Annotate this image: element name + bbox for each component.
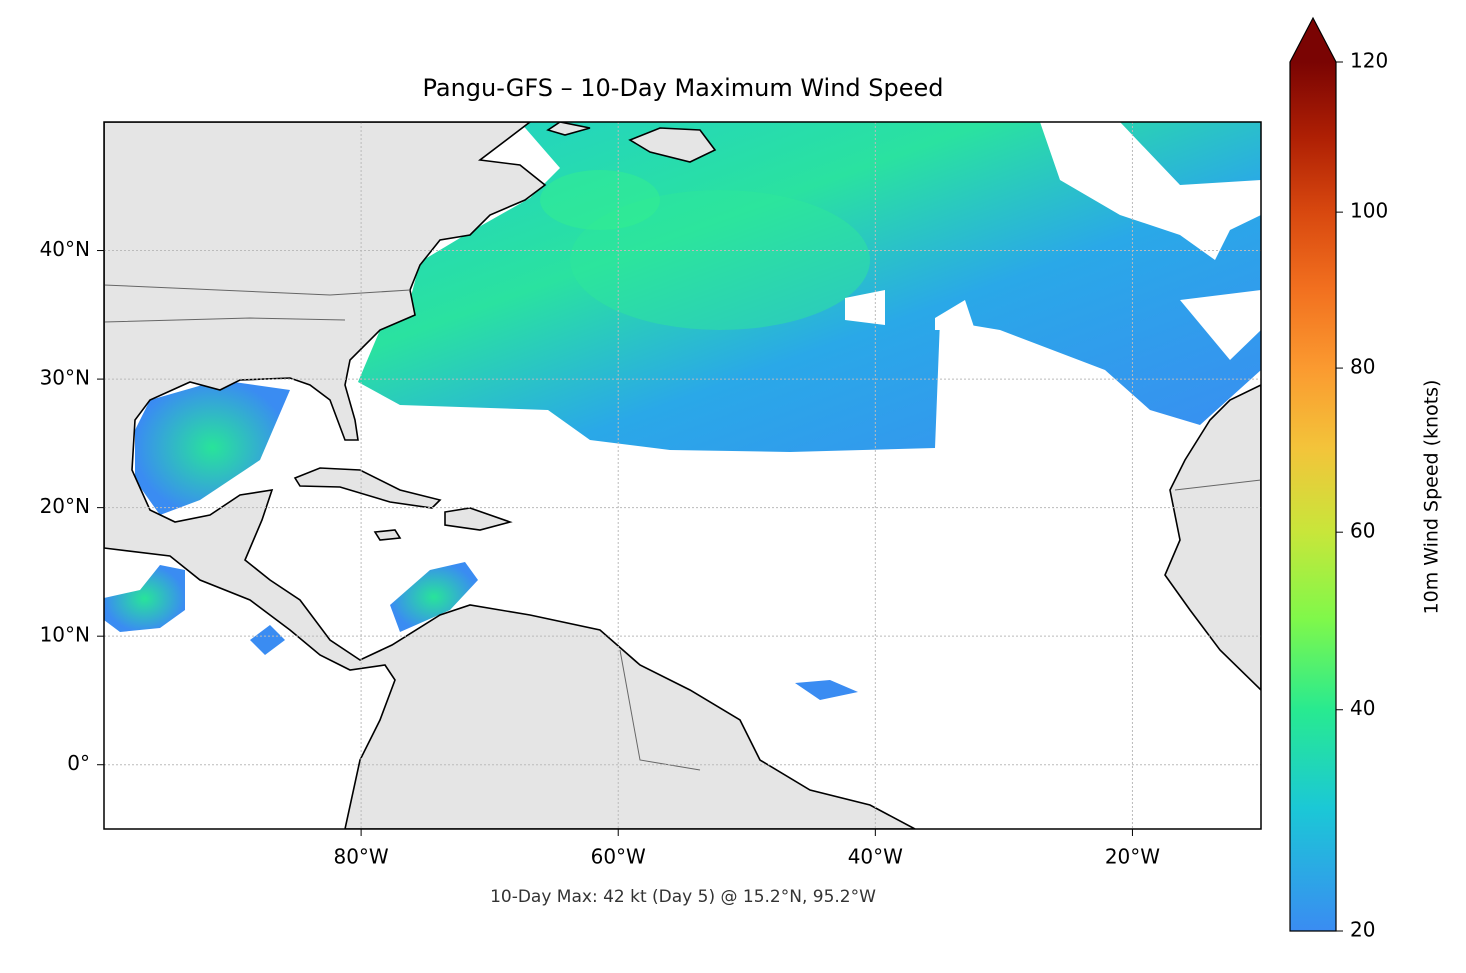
- y-tick-label: 0°: [67, 751, 90, 775]
- americas: [104, 122, 916, 829]
- y-tick-label: 10°N: [40, 623, 90, 647]
- map-frame: [103, 121, 1262, 830]
- hispaniola: [444, 507, 513, 531]
- colorbar-tick-label: 60: [1350, 519, 1375, 543]
- borders: [104, 284, 411, 296]
- x-tick-label: 20°W: [1105, 845, 1160, 869]
- y-tick-label: 40°N: [40, 237, 90, 261]
- colorbar: [1290, 62, 1336, 931]
- jamaica: [373, 529, 402, 541]
- x-tick-label: 80°W: [333, 845, 388, 869]
- y-tick-label: 20°N: [40, 494, 90, 518]
- x-tick-label: 40°W: [848, 845, 903, 869]
- borders: [1174, 479, 1261, 491]
- y-tick-label: 30°N: [40, 366, 90, 390]
- africa: [1164, 384, 1261, 692]
- borders: [104, 317, 346, 323]
- colorbar-label: 10m Wind Speed (knots): [1421, 380, 1443, 615]
- chart-title: Pangu-GFS – 10-Day Maximum Wind Speed: [422, 74, 943, 102]
- colorbar-tick-label: 80: [1350, 355, 1375, 379]
- wind-field: [104, 122, 1261, 700]
- colorbar-tick-label: 100: [1350, 199, 1388, 223]
- newfoundland: [628, 127, 717, 163]
- axes: 80°W 60°W 40°W 20°W 0° 10°N 20°N 30°N 40°N: [40, 122, 1261, 869]
- colorbar-tick-label: 20: [1350, 918, 1375, 942]
- footnote: 10-Day Max: 42 kt (Day 5) @ 15.2°N, 95.2…: [490, 887, 876, 907]
- x-tick-label: 60°W: [591, 845, 646, 869]
- colorbar-outline: [1289, 16, 1337, 932]
- map: [104, 122, 1261, 829]
- borders: [619, 649, 701, 771]
- colorbar-tick-label: 120: [1350, 49, 1388, 73]
- colorbar-extend: [1290, 18, 1336, 62]
- canada-east: [546, 122, 591, 136]
- colorbar-tick-label: 40: [1350, 696, 1375, 720]
- cuba: [293, 467, 442, 509]
